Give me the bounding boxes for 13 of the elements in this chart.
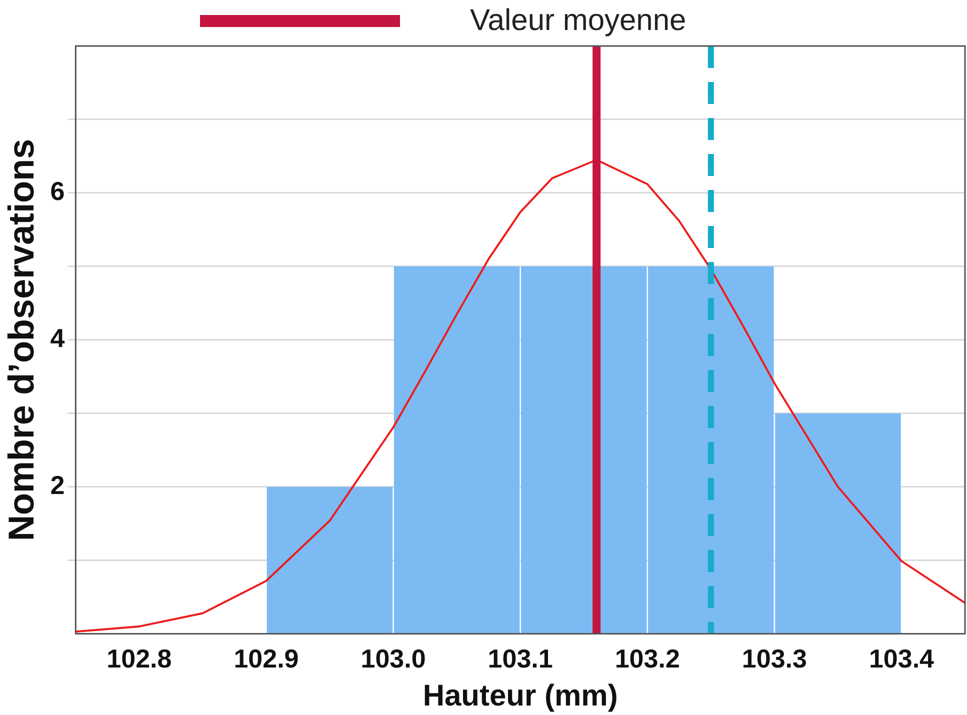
x-tick-label: 103.1 (488, 644, 553, 674)
y-axis-title: Nombre d’observations (0, 138, 42, 541)
x-axis-title: Hauteur (mm) (422, 679, 618, 712)
y-tick-label: 2 (50, 470, 65, 500)
x-tick-label: 102.8 (106, 644, 172, 674)
ref-line-label: Valeur moyenne (470, 4, 686, 38)
x-tick-label: 103.4 (868, 644, 935, 674)
x-tick-label: 103.0 (360, 644, 426, 674)
x-tick-label: 103.3 (742, 644, 807, 674)
y-tick-label: 6 (50, 176, 65, 206)
y-tick-label: 4 (50, 323, 66, 354)
x-tick-label: 102.9 (234, 644, 299, 674)
x-tick-label: 103.2 (614, 644, 680, 674)
